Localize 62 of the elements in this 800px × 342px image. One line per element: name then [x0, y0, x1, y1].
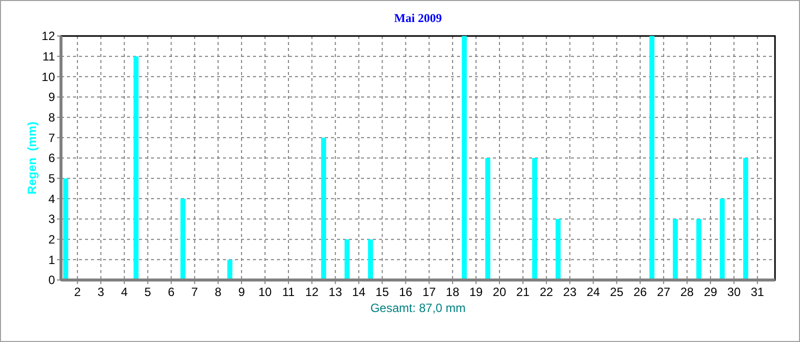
bar [720, 198, 725, 280]
y-tick-label: 8 [48, 110, 56, 125]
y-axis-title: Regen (mm) [25, 122, 39, 194]
bar [462, 36, 467, 280]
x-tick-label: 31 [750, 285, 764, 299]
bar [649, 36, 654, 280]
chart-title: Mai 2009 [394, 11, 442, 25]
x-tick-label: 21 [516, 285, 530, 299]
bar [485, 158, 490, 280]
x-tick-label: 3 [98, 285, 105, 299]
bar [180, 198, 186, 280]
bar [63, 178, 68, 280]
x-tick-label: 26 [633, 285, 648, 299]
y-tick-label: 5 [48, 172, 56, 186]
x-tick-label: 8 [214, 285, 222, 299]
bar [134, 56, 139, 280]
x-tick-label: 4 [120, 285, 128, 299]
x-tick-label: 17 [422, 285, 436, 299]
y-tick-label: 6 [48, 151, 56, 166]
y-tick-label: 7 [48, 130, 56, 145]
x-tick-label: 19 [469, 285, 484, 299]
bar [556, 219, 561, 280]
y-tick-label: 11 [42, 50, 56, 64]
bar [227, 260, 232, 280]
x-tick-label: 5 [144, 285, 152, 299]
bar [696, 219, 702, 280]
x-tick-label: 15 [376, 285, 390, 299]
y-tick-label: 0 [48, 273, 56, 288]
y-tick-label: 2 [48, 232, 56, 247]
bar [532, 158, 538, 280]
y-tick-label: 1 [48, 252, 56, 267]
y-tick-label: 9 [48, 90, 56, 104]
bar [344, 239, 350, 280]
x-tick-label: 13 [328, 285, 342, 299]
x-tick-label: 24 [586, 285, 600, 299]
x-tick-label: 6 [168, 285, 175, 299]
x-tick-label: 10 [258, 285, 272, 299]
x-tick-label: 18 [446, 285, 460, 299]
bar [368, 239, 374, 280]
y-tick-label: 10 [42, 70, 56, 84]
y-tick-label: 12 [42, 29, 56, 44]
x-tick-label: 9 [238, 285, 246, 299]
bar [743, 158, 748, 280]
x-tick-label: 22 [540, 285, 554, 299]
x-tick-label: 2 [74, 285, 82, 299]
x-tick-label: 28 [680, 285, 694, 299]
y-tick-label: 3 [48, 212, 56, 226]
x-tick-label: 30 [727, 285, 741, 299]
x-tick-label: 7 [191, 285, 198, 299]
x-tick-label: 23 [563, 285, 577, 299]
x-tick-label: 11 [282, 285, 295, 299]
x-tick-label: 25 [610, 285, 624, 299]
x-tick-label: 29 [704, 285, 718, 299]
bar [321, 138, 326, 280]
bar [672, 219, 678, 280]
x-tick-label: 27 [656, 285, 671, 299]
x-tick-label: 20 [492, 285, 506, 299]
x-tick-label: 16 [399, 285, 413, 299]
y-tick-label: 4 [48, 192, 56, 206]
x-tick-label: 14 [352, 285, 366, 299]
x-tick-label: 12 [305, 285, 319, 299]
x-axis-title: Gesamt: 87,0 mm [370, 301, 466, 315]
